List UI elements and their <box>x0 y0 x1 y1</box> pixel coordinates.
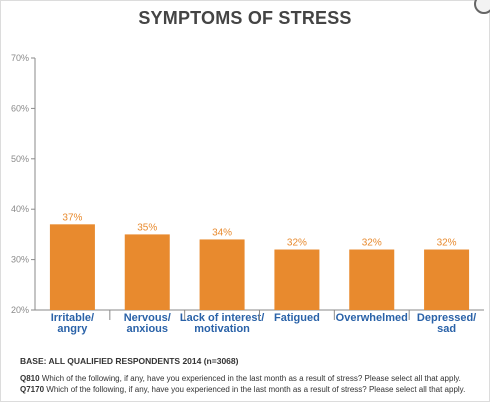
x-tick-label: Overwhelmed <box>336 312 408 324</box>
x-tick-label: Nervous/anxious <box>124 312 171 335</box>
question-q7170: Q7170 Which of the following, if any, ha… <box>20 384 486 395</box>
bar <box>124 234 170 310</box>
y-tick-label: 50% <box>11 154 29 164</box>
question-q810: Q810 Which of the following, if any, hav… <box>20 373 486 384</box>
data-label: 32% <box>362 238 382 249</box>
question-text: Which of the following, if any, have you… <box>46 385 466 394</box>
bar-chart: 20% 30% 40% 50% 60% 70% 37% Irritable/angry 35% N… <box>11 53 484 335</box>
bar <box>424 249 470 310</box>
data-label: 37% <box>62 212 82 223</box>
question-code: Q810 <box>20 374 40 383</box>
y-tick-label: 30% <box>11 255 29 265</box>
chart-footer: BASE: ALL QUALIFIED RESPONDENTS 2014 (n=… <box>20 356 486 395</box>
x-tick-label: Depressed/sad <box>417 312 476 335</box>
data-label: 32% <box>287 238 307 249</box>
corner-circle-icon <box>474 0 490 14</box>
x-tick-label: Lack of interest/motivation <box>180 312 264 335</box>
y-tick-label: 40% <box>11 204 29 214</box>
x-tick-label: Fatigued <box>274 312 320 324</box>
x-tick-label: Irritable/angry <box>51 312 94 335</box>
bar <box>274 249 320 310</box>
bar <box>349 249 395 310</box>
question-text: Which of the following, if any, have you… <box>41 374 461 383</box>
chart-title: SYMPTOMS OF STRESS <box>138 8 352 28</box>
y-tick-label: 70% <box>11 53 29 63</box>
question-code: Q7170 <box>20 385 45 394</box>
bar <box>199 239 245 310</box>
data-label: 34% <box>212 227 232 238</box>
data-label: 32% <box>437 238 457 249</box>
data-label: 35% <box>137 222 157 233</box>
base-note: BASE: ALL QUALIFIED RESPONDENTS 2014 (n=… <box>20 356 239 366</box>
bar <box>49 224 95 310</box>
y-tick-label: 60% <box>11 103 29 113</box>
y-tick-label: 20% <box>11 305 29 315</box>
